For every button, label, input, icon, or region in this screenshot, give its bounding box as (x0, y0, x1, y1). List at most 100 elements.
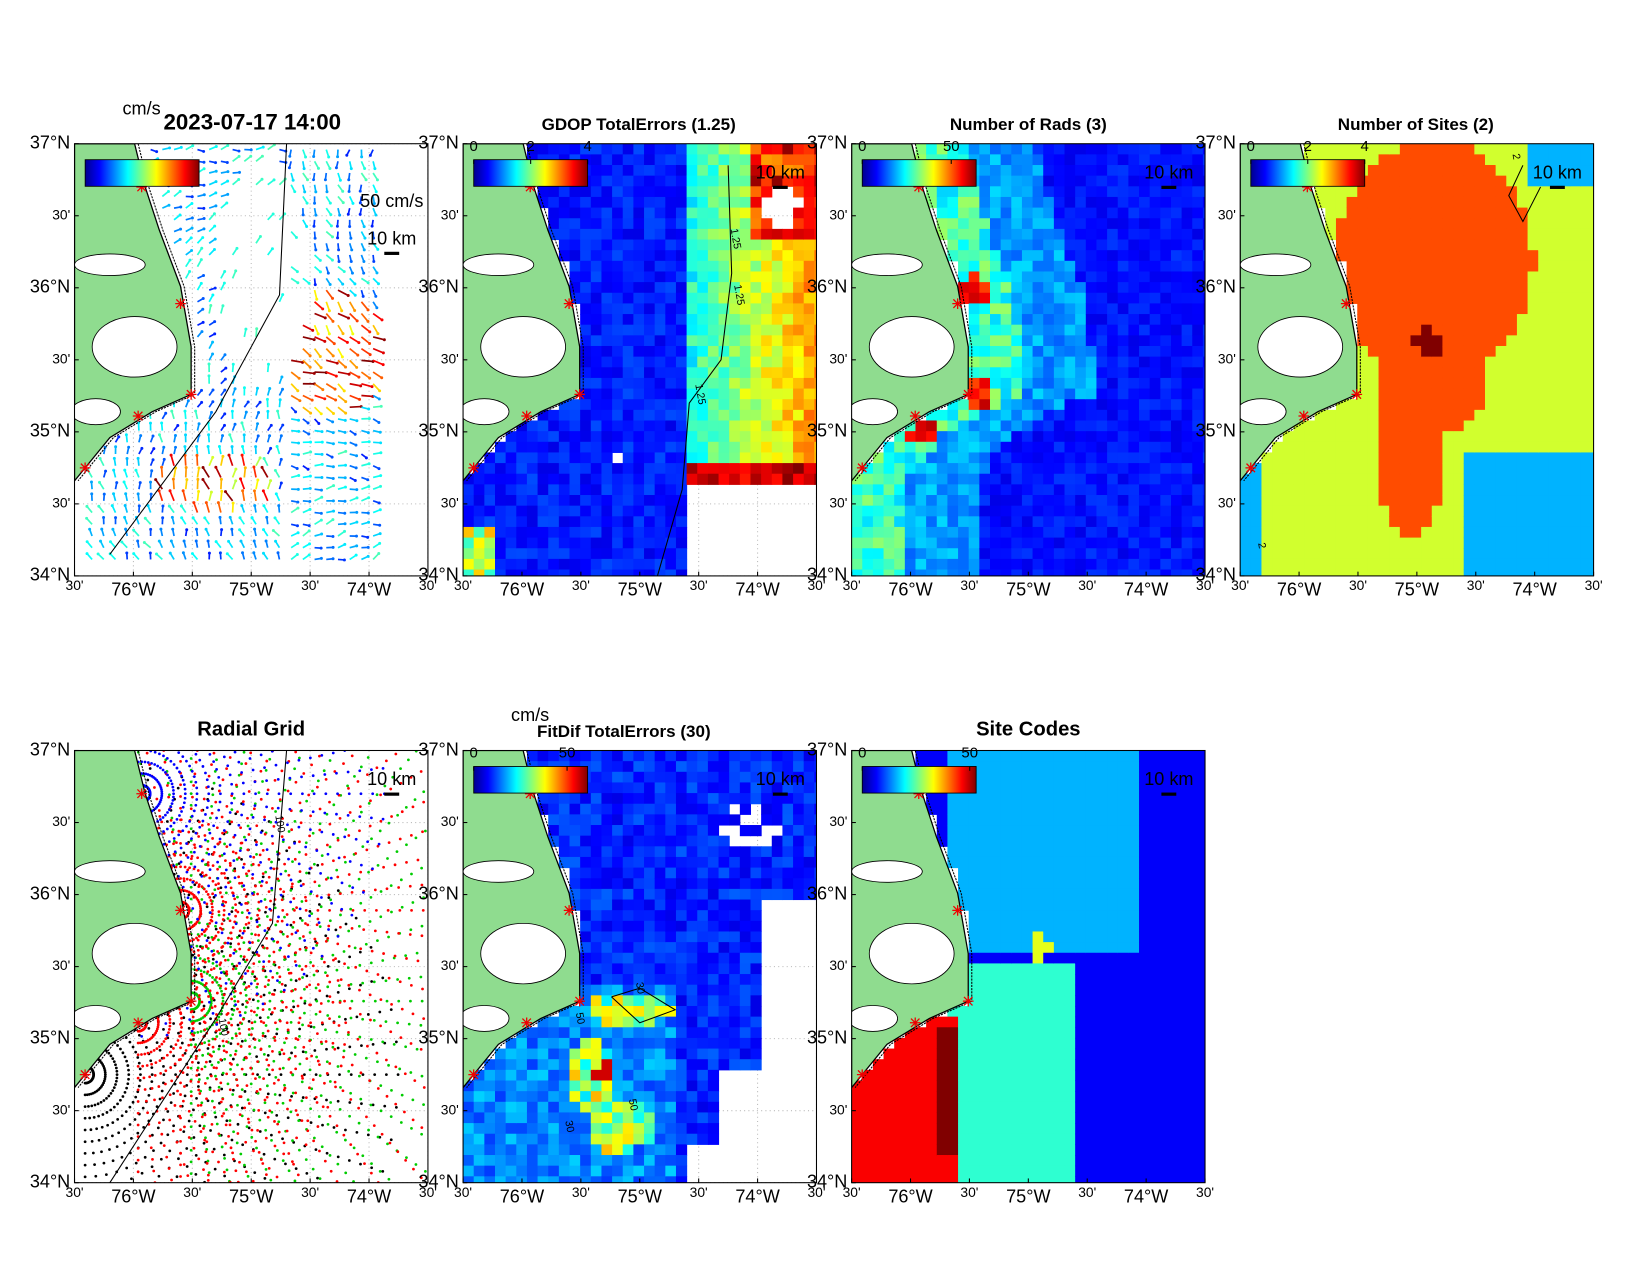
field-cell (580, 495, 592, 507)
field-cell (1474, 558, 1486, 571)
field-cell (1463, 548, 1475, 560)
field-cell (1021, 420, 1034, 432)
field-cell (580, 324, 592, 336)
field-cell (793, 420, 805, 432)
field-cell (1053, 399, 1066, 411)
field-cell (1570, 196, 1582, 209)
vector-head (204, 527, 208, 531)
field-cell (1043, 516, 1055, 528)
field-cell (1075, 186, 1087, 198)
field-cell (1357, 250, 1369, 262)
field-cell (1559, 303, 1571, 315)
field-cell (1075, 196, 1087, 209)
field-cell (990, 431, 1002, 443)
field-cell (1117, 314, 1129, 326)
x-tick-label: 30' (1349, 577, 1367, 593)
field-cell (686, 303, 698, 315)
field-cell (803, 399, 815, 411)
field-cell (569, 569, 581, 576)
field-cell (601, 303, 613, 315)
field-cell (936, 431, 948, 443)
field-cell (1139, 196, 1151, 209)
field-cell (633, 495, 645, 507)
field-cell (739, 335, 752, 347)
field-cell (1304, 516, 1316, 528)
field-cell (1495, 218, 1507, 230)
field-cell (750, 218, 762, 230)
field-cell (1367, 260, 1380, 272)
field-cell (729, 452, 741, 464)
vector-head (85, 516, 89, 520)
field-cell (1506, 441, 1518, 453)
field-cell (633, 282, 645, 294)
field-cell (1559, 165, 1571, 177)
field-cell (851, 569, 863, 576)
field-cell (1495, 260, 1507, 272)
field-cell (1527, 186, 1539, 198)
vector-head (261, 145, 265, 149)
field-cell (1064, 303, 1076, 315)
field-cell (729, 335, 741, 347)
field-cell (1192, 271, 1204, 283)
field-cell (1282, 526, 1294, 539)
field-cell (697, 218, 709, 230)
vector-head (382, 338, 386, 342)
field-cell (1495, 409, 1507, 422)
field-cell (601, 463, 613, 475)
field-cell (990, 367, 1002, 379)
field-cell (1453, 495, 1465, 507)
field-cell (1485, 548, 1497, 560)
radial-grid-point (93, 1103, 97, 1107)
sound-water (851, 398, 898, 426)
field-cell (782, 431, 794, 443)
field-cell (1570, 367, 1582, 379)
site-marker (1298, 410, 1310, 422)
field-cell (750, 165, 762, 177)
field-cell (537, 526, 549, 539)
field-cell (979, 218, 991, 230)
field-cell (1442, 441, 1454, 453)
field-cell (1410, 271, 1422, 283)
field-cell (803, 409, 815, 422)
field-cell (1011, 228, 1023, 241)
field-cell (1538, 463, 1550, 475)
vector-head (342, 270, 346, 274)
field-cell (1107, 505, 1119, 517)
field-cell (1357, 548, 1369, 560)
radial-grid-point (185, 1073, 189, 1077)
field-cell (1000, 282, 1012, 294)
field-cell (1128, 143, 1140, 155)
field-cell (1357, 282, 1369, 294)
field-cell (739, 165, 752, 177)
contour-line (109, 143, 288, 555)
vector-head (279, 457, 283, 461)
field-cell (1421, 335, 1433, 347)
vector-head (332, 342, 336, 346)
field-cell (697, 409, 709, 422)
field-cell (1538, 377, 1550, 390)
field-cell (1149, 175, 1161, 187)
field-cell (729, 250, 741, 262)
field-cell (1000, 218, 1012, 230)
field-cell (968, 271, 980, 283)
vector-head (358, 212, 362, 216)
field-cell (526, 548, 539, 560)
field-cell (1410, 377, 1422, 390)
field-cell (675, 569, 688, 576)
field-cell (1149, 356, 1161, 368)
vector-head (149, 527, 153, 531)
field-cell (803, 473, 815, 485)
field-cell (1170, 335, 1183, 347)
field-cell (569, 516, 581, 528)
field-cell (1128, 196, 1140, 209)
field-cell (484, 537, 496, 549)
field-cell (915, 558, 927, 571)
site-marker (521, 410, 533, 422)
field-cell (1181, 548, 1193, 560)
field-cell (1442, 282, 1454, 294)
field-cell (1516, 250, 1529, 262)
field-cell (526, 441, 539, 453)
field-cell (729, 367, 741, 379)
current-vector (290, 383, 299, 392)
field-cell (1107, 548, 1119, 560)
